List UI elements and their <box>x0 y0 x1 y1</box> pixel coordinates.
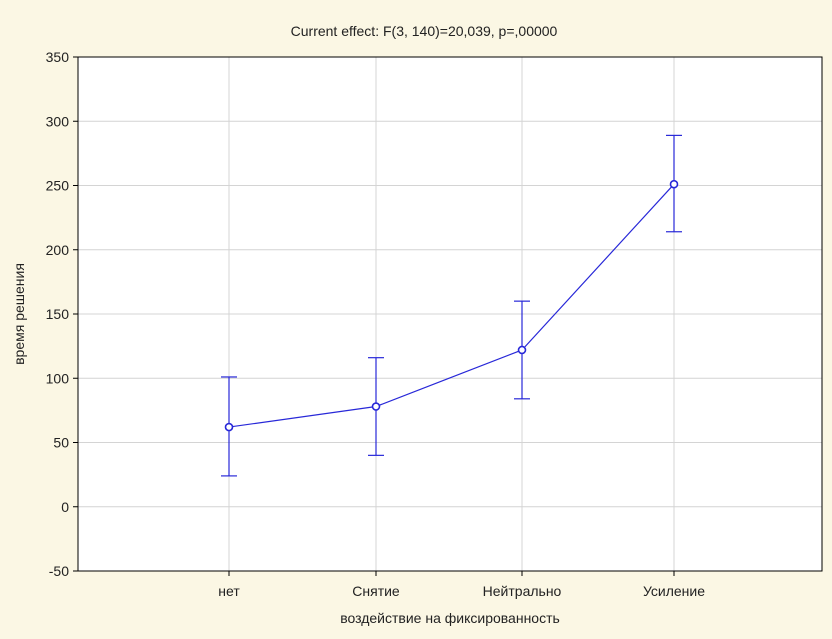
plot-frame <box>77 56 823 572</box>
x-tick-label: Усиление <box>643 583 705 599</box>
y-tick-label: 350 <box>46 49 70 65</box>
y-tick-label: 300 <box>46 113 70 129</box>
x-tick-layer: нет Снятие Нейтрально Усиление <box>218 571 705 599</box>
series-layer <box>221 134 682 477</box>
y-tick-label: 0 <box>61 499 69 515</box>
series-line <box>228 183 675 428</box>
data-point <box>224 422 234 432</box>
x-tick-label: нет <box>218 583 240 599</box>
y-tick-label: 200 <box>46 242 70 258</box>
y-tick-label: 150 <box>46 306 70 322</box>
data-point <box>517 345 527 355</box>
x-axis-title: воздействие на фиксированность <box>340 610 560 626</box>
y-tick-label: 50 <box>53 435 69 451</box>
y-tick-label: 100 <box>46 370 70 386</box>
data-point <box>371 402 381 411</box>
y-tick-layer: -50 0 50 100 150 200 250 300 350 <box>46 49 78 579</box>
data-point <box>669 179 679 189</box>
x-tick-label: Снятие <box>352 583 400 599</box>
y-axis-title: время решения <box>11 263 27 365</box>
x-tick-label: Нейтрально <box>483 583 562 599</box>
y-tick-label: 250 <box>46 178 70 194</box>
y-tick-label: -50 <box>49 563 69 579</box>
chart-title: Current effect: F(3, 140)=20,039, p=,000… <box>291 23 558 39</box>
